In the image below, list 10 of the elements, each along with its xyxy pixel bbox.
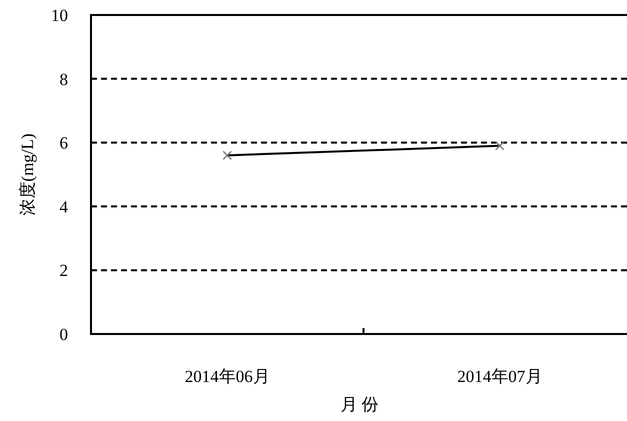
y-tick-label: 4 <box>60 197 68 216</box>
y-tick-label: 10 <box>51 6 68 25</box>
y-tick-label: 6 <box>60 134 68 153</box>
y-tick-label: 8 <box>60 70 68 89</box>
y-axis-title: 浓度(mg/L) <box>18 133 37 216</box>
y-tick-label: 2 <box>60 261 68 280</box>
y-tick-label: 0 <box>60 325 68 344</box>
x-tick-label: 2014年07月 <box>457 367 542 386</box>
x-tick-label: 2014年06月 <box>184 367 270 386</box>
x-axis-title: 月 份 <box>340 395 379 414</box>
